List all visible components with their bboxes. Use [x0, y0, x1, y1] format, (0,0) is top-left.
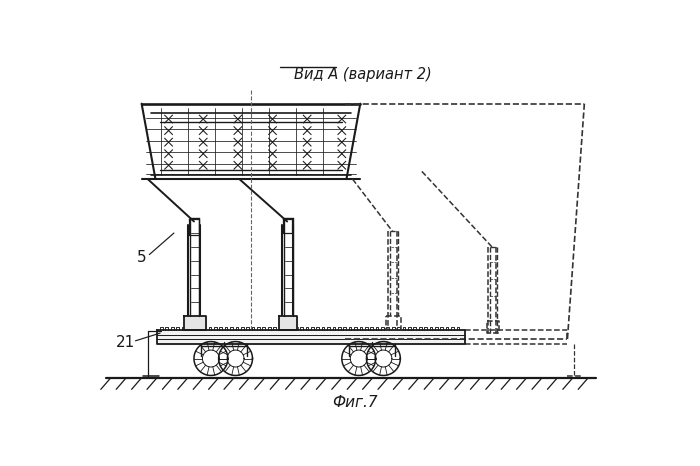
- Text: Вид А (вариант 2): Вид А (вариант 2): [294, 67, 431, 82]
- Text: 21: 21: [116, 335, 135, 350]
- Polygon shape: [184, 316, 206, 330]
- Text: Фиг.7: Фиг.7: [332, 395, 378, 410]
- Polygon shape: [279, 316, 297, 330]
- Text: 5: 5: [136, 250, 146, 265]
- Polygon shape: [157, 330, 465, 344]
